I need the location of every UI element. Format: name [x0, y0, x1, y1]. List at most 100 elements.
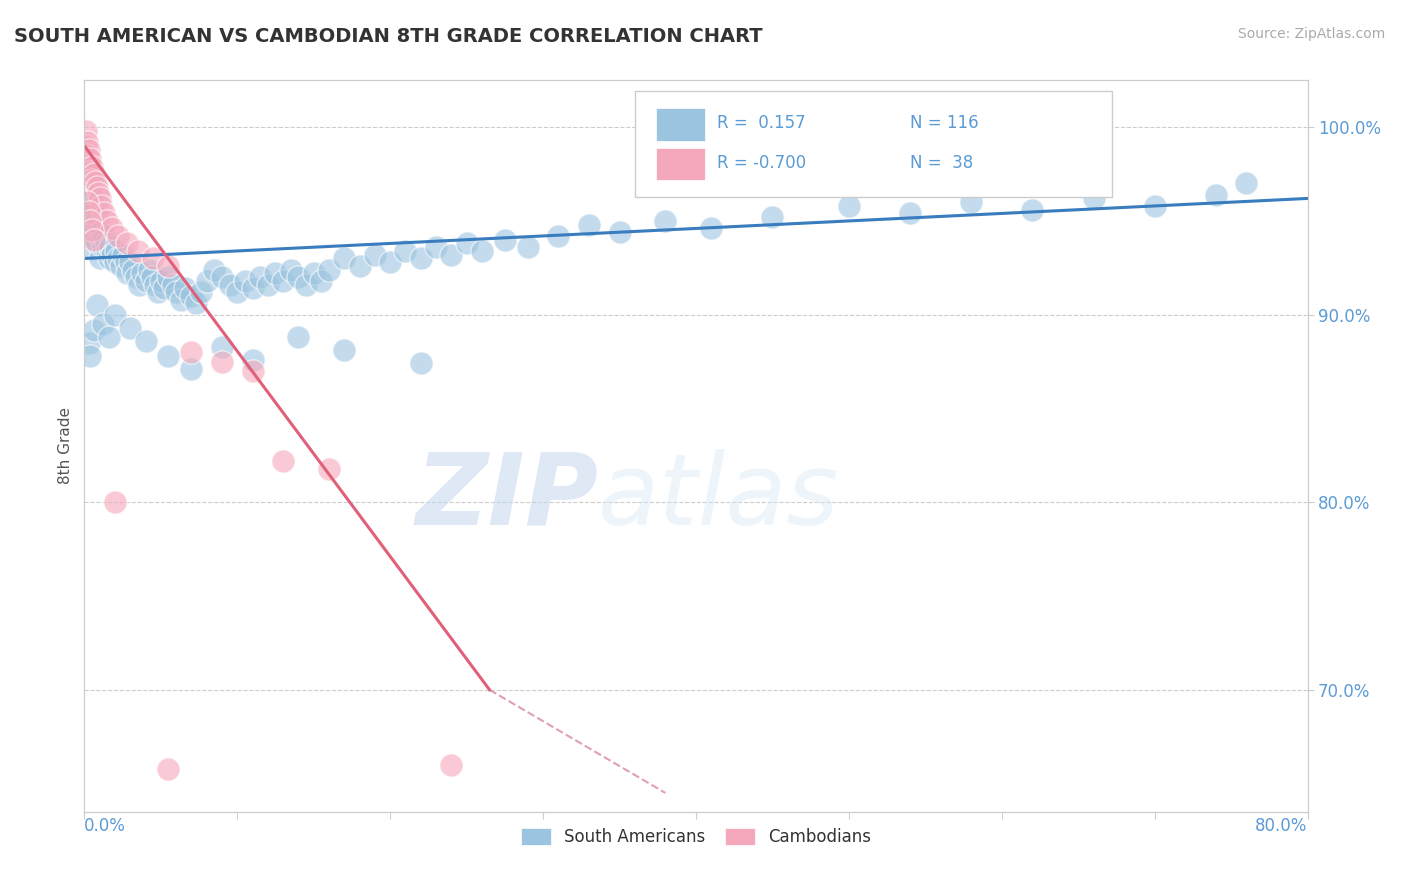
- Point: [271, 274, 294, 288]
- Point: [125, 270, 148, 285]
- Point: [165, 285, 187, 300]
- Point: [838, 199, 860, 213]
- Point: [80, 218, 103, 232]
- Point: [153, 281, 176, 295]
- Point: [75, 195, 97, 210]
- Point: [157, 349, 180, 363]
- Point: [86, 210, 108, 224]
- Point: [233, 274, 256, 288]
- Point: [93, 206, 115, 220]
- Point: [898, 206, 921, 220]
- Point: [295, 277, 318, 292]
- Point: [84, 204, 107, 219]
- Point: [86, 236, 108, 251]
- Point: [75, 124, 97, 138]
- Point: [180, 345, 202, 359]
- Text: Source: ZipAtlas.com: Source: ZipAtlas.com: [1237, 27, 1385, 41]
- Point: [83, 225, 105, 239]
- Point: [287, 270, 309, 285]
- Point: [77, 229, 100, 244]
- Point: [174, 281, 197, 295]
- Y-axis label: 8th Grade: 8th Grade: [58, 408, 73, 484]
- Point: [96, 244, 118, 258]
- Point: [142, 252, 165, 266]
- Point: [84, 175, 107, 189]
- Point: [83, 233, 105, 247]
- Point: [190, 285, 212, 300]
- Point: [101, 248, 124, 262]
- Point: [547, 229, 569, 244]
- Point: [96, 214, 118, 228]
- Point: [180, 289, 202, 303]
- Point: [195, 274, 218, 288]
- Point: [115, 236, 138, 251]
- Point: [425, 240, 447, 254]
- Point: [86, 180, 108, 194]
- Point: [654, 214, 676, 228]
- Point: [77, 158, 100, 172]
- Point: [90, 233, 112, 247]
- Point: [76, 161, 98, 176]
- Point: [97, 252, 120, 266]
- Point: [578, 218, 600, 232]
- Point: [89, 191, 111, 205]
- FancyBboxPatch shape: [655, 147, 704, 180]
- Point: [77, 204, 100, 219]
- Point: [202, 262, 225, 277]
- Point: [516, 240, 538, 254]
- Point: [494, 233, 516, 247]
- Point: [287, 330, 309, 344]
- Point: [94, 236, 117, 251]
- Point: [127, 244, 149, 258]
- Point: [380, 255, 402, 269]
- Point: [264, 267, 287, 281]
- Point: [101, 221, 124, 235]
- Point: [115, 267, 138, 281]
- Point: [333, 343, 356, 358]
- Point: [120, 255, 142, 269]
- Point: [149, 274, 172, 288]
- Point: [87, 218, 110, 232]
- Point: [80, 242, 103, 256]
- Point: [104, 495, 127, 509]
- Point: [211, 270, 233, 285]
- Point: [143, 277, 166, 292]
- Point: [79, 186, 101, 200]
- Point: [79, 214, 101, 228]
- Point: [77, 143, 100, 157]
- Point: [83, 323, 105, 337]
- Point: [318, 461, 340, 475]
- Point: [76, 199, 98, 213]
- Point: [960, 195, 983, 210]
- Point: [249, 270, 271, 285]
- Point: [76, 135, 98, 149]
- Point: [80, 223, 103, 237]
- Point: [79, 152, 101, 166]
- Point: [141, 270, 163, 285]
- Point: [80, 191, 103, 205]
- Point: [162, 277, 184, 292]
- Point: [170, 293, 193, 307]
- Point: [128, 277, 150, 292]
- Point: [135, 334, 157, 348]
- Point: [157, 270, 180, 285]
- Point: [700, 221, 723, 235]
- Point: [79, 214, 101, 228]
- Text: atlas: atlas: [598, 449, 839, 546]
- Point: [114, 255, 136, 269]
- Point: [75, 139, 97, 153]
- Text: SOUTH AMERICAN VS CAMBODIAN 8TH GRADE CORRELATION CHART: SOUTH AMERICAN VS CAMBODIAN 8TH GRADE CO…: [14, 27, 762, 45]
- Text: R = -0.700: R = -0.700: [717, 154, 806, 172]
- Point: [87, 186, 110, 200]
- Point: [318, 262, 340, 277]
- Text: N =  38: N = 38: [910, 154, 973, 172]
- Point: [184, 296, 207, 310]
- Point: [349, 259, 371, 273]
- Point: [84, 231, 107, 245]
- Point: [76, 195, 98, 210]
- Point: [333, 252, 356, 266]
- Point: [218, 277, 240, 292]
- Point: [77, 335, 100, 350]
- Point: [242, 281, 264, 295]
- Point: [104, 255, 127, 269]
